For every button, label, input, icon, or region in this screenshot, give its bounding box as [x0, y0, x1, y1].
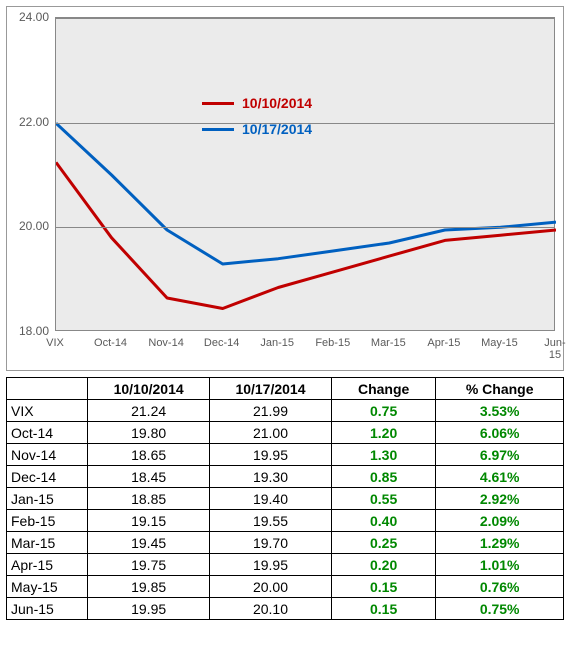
x-axis-label: Dec-14	[204, 337, 239, 349]
pct-change-cell: 6.06%	[436, 422, 564, 444]
change-cell: 0.40	[331, 510, 435, 532]
vix-chart: 10/10/2014 10/17/2014 18.00 20.00 22.00 24.0…	[6, 6, 564, 371]
row-label: Apr-15	[7, 554, 88, 576]
y-axis-label: 24.00	[9, 10, 49, 24]
row-label: Jun-15	[7, 598, 88, 620]
value-cell: 18.85	[88, 488, 210, 510]
pct-change-cell: 1.01%	[436, 554, 564, 576]
row-label: Oct-14	[7, 422, 88, 444]
gridline	[56, 18, 554, 19]
table-row: Feb-1519.1519.550.402.09%	[7, 510, 564, 532]
x-axis-label: Feb-15	[315, 337, 350, 349]
row-label: VIX	[7, 400, 88, 422]
y-axis-label: 22.00	[9, 115, 49, 129]
x-axis-label: Jun-15	[544, 337, 565, 361]
table-row: May-1519.8520.000.150.76%	[7, 576, 564, 598]
legend-item: 10/10/2014	[202, 95, 312, 111]
value-cell: 21.99	[210, 400, 332, 422]
value-cell: 20.10	[210, 598, 332, 620]
y-axis-label: 20.00	[9, 219, 49, 233]
value-cell: 19.55	[210, 510, 332, 532]
plot-area	[55, 17, 555, 331]
table-header-cell: Change	[331, 378, 435, 400]
change-cell: 1.30	[331, 444, 435, 466]
x-axis-label: Mar-15	[371, 337, 406, 349]
value-cell: 21.24	[88, 400, 210, 422]
value-cell: 19.45	[88, 532, 210, 554]
value-cell: 19.80	[88, 422, 210, 444]
pct-change-cell: 3.53%	[436, 400, 564, 422]
table-row: Nov-1418.6519.951.306.97%	[7, 444, 564, 466]
value-cell: 19.95	[210, 554, 332, 576]
value-cell: 21.00	[210, 422, 332, 444]
table-row: Dec-1418.4519.300.854.61%	[7, 466, 564, 488]
y-axis-label: 18.00	[9, 324, 49, 338]
value-cell: 19.85	[88, 576, 210, 598]
value-cell: 19.95	[210, 444, 332, 466]
table-header-cell: % Change	[436, 378, 564, 400]
change-cell: 1.20	[331, 422, 435, 444]
table-row: Jan-1518.8519.400.552.92%	[7, 488, 564, 510]
table-row: Jun-1519.9520.100.150.75%	[7, 598, 564, 620]
change-cell: 0.15	[331, 576, 435, 598]
pct-change-cell: 1.29%	[436, 532, 564, 554]
chart-legend: 10/10/2014 10/17/2014	[202, 95, 312, 147]
series-line	[56, 162, 556, 308]
x-axis-label: Nov-14	[148, 337, 183, 349]
change-cell: 0.15	[331, 598, 435, 620]
change-cell: 0.85	[331, 466, 435, 488]
value-cell: 19.30	[210, 466, 332, 488]
change-cell: 0.25	[331, 532, 435, 554]
chart-lines	[56, 18, 556, 332]
value-cell: 20.00	[210, 576, 332, 598]
gridline	[56, 227, 554, 228]
pct-change-cell: 0.75%	[436, 598, 564, 620]
row-label: Nov-14	[7, 444, 88, 466]
value-cell: 19.95	[88, 598, 210, 620]
table-row: VIX21.2421.990.753.53%	[7, 400, 564, 422]
pct-change-cell: 2.09%	[436, 510, 564, 532]
pct-change-cell: 6.97%	[436, 444, 564, 466]
x-axis-label: Jan-15	[260, 337, 294, 349]
pct-change-cell: 0.76%	[436, 576, 564, 598]
change-cell: 0.55	[331, 488, 435, 510]
row-label: Jan-15	[7, 488, 88, 510]
table-row: Mar-1519.4519.700.251.29%	[7, 532, 564, 554]
table-row: Apr-1519.7519.950.201.01%	[7, 554, 564, 576]
value-cell: 18.45	[88, 466, 210, 488]
table-header-cell: 10/17/2014	[210, 378, 332, 400]
change-cell: 0.75	[331, 400, 435, 422]
value-cell: 19.15	[88, 510, 210, 532]
x-axis-label: Oct-14	[94, 337, 127, 349]
row-label: Dec-14	[7, 466, 88, 488]
table-header-cell	[7, 378, 88, 400]
table-header-cell: 10/10/2014	[88, 378, 210, 400]
legend-item: 10/17/2014	[202, 121, 312, 137]
data-table: 10/10/201410/17/2014Change% Change VIX21…	[6, 377, 564, 620]
value-cell: 19.70	[210, 532, 332, 554]
row-label: May-15	[7, 576, 88, 598]
x-axis-label: Apr-15	[427, 337, 460, 349]
x-axis-label: VIX	[46, 337, 64, 349]
row-label: Feb-15	[7, 510, 88, 532]
legend-label: 10/10/2014	[242, 95, 312, 111]
pct-change-cell: 2.92%	[436, 488, 564, 510]
value-cell: 19.40	[210, 488, 332, 510]
value-cell: 19.75	[88, 554, 210, 576]
value-cell: 18.65	[88, 444, 210, 466]
legend-label: 10/17/2014	[242, 121, 312, 137]
pct-change-cell: 4.61%	[436, 466, 564, 488]
change-cell: 0.20	[331, 554, 435, 576]
legend-swatch	[202, 128, 234, 131]
x-axis-label: May-15	[481, 337, 518, 349]
row-label: Mar-15	[7, 532, 88, 554]
table-row: Oct-1419.8021.001.206.06%	[7, 422, 564, 444]
table-header-row: 10/10/201410/17/2014Change% Change	[7, 378, 564, 400]
legend-swatch	[202, 102, 234, 105]
